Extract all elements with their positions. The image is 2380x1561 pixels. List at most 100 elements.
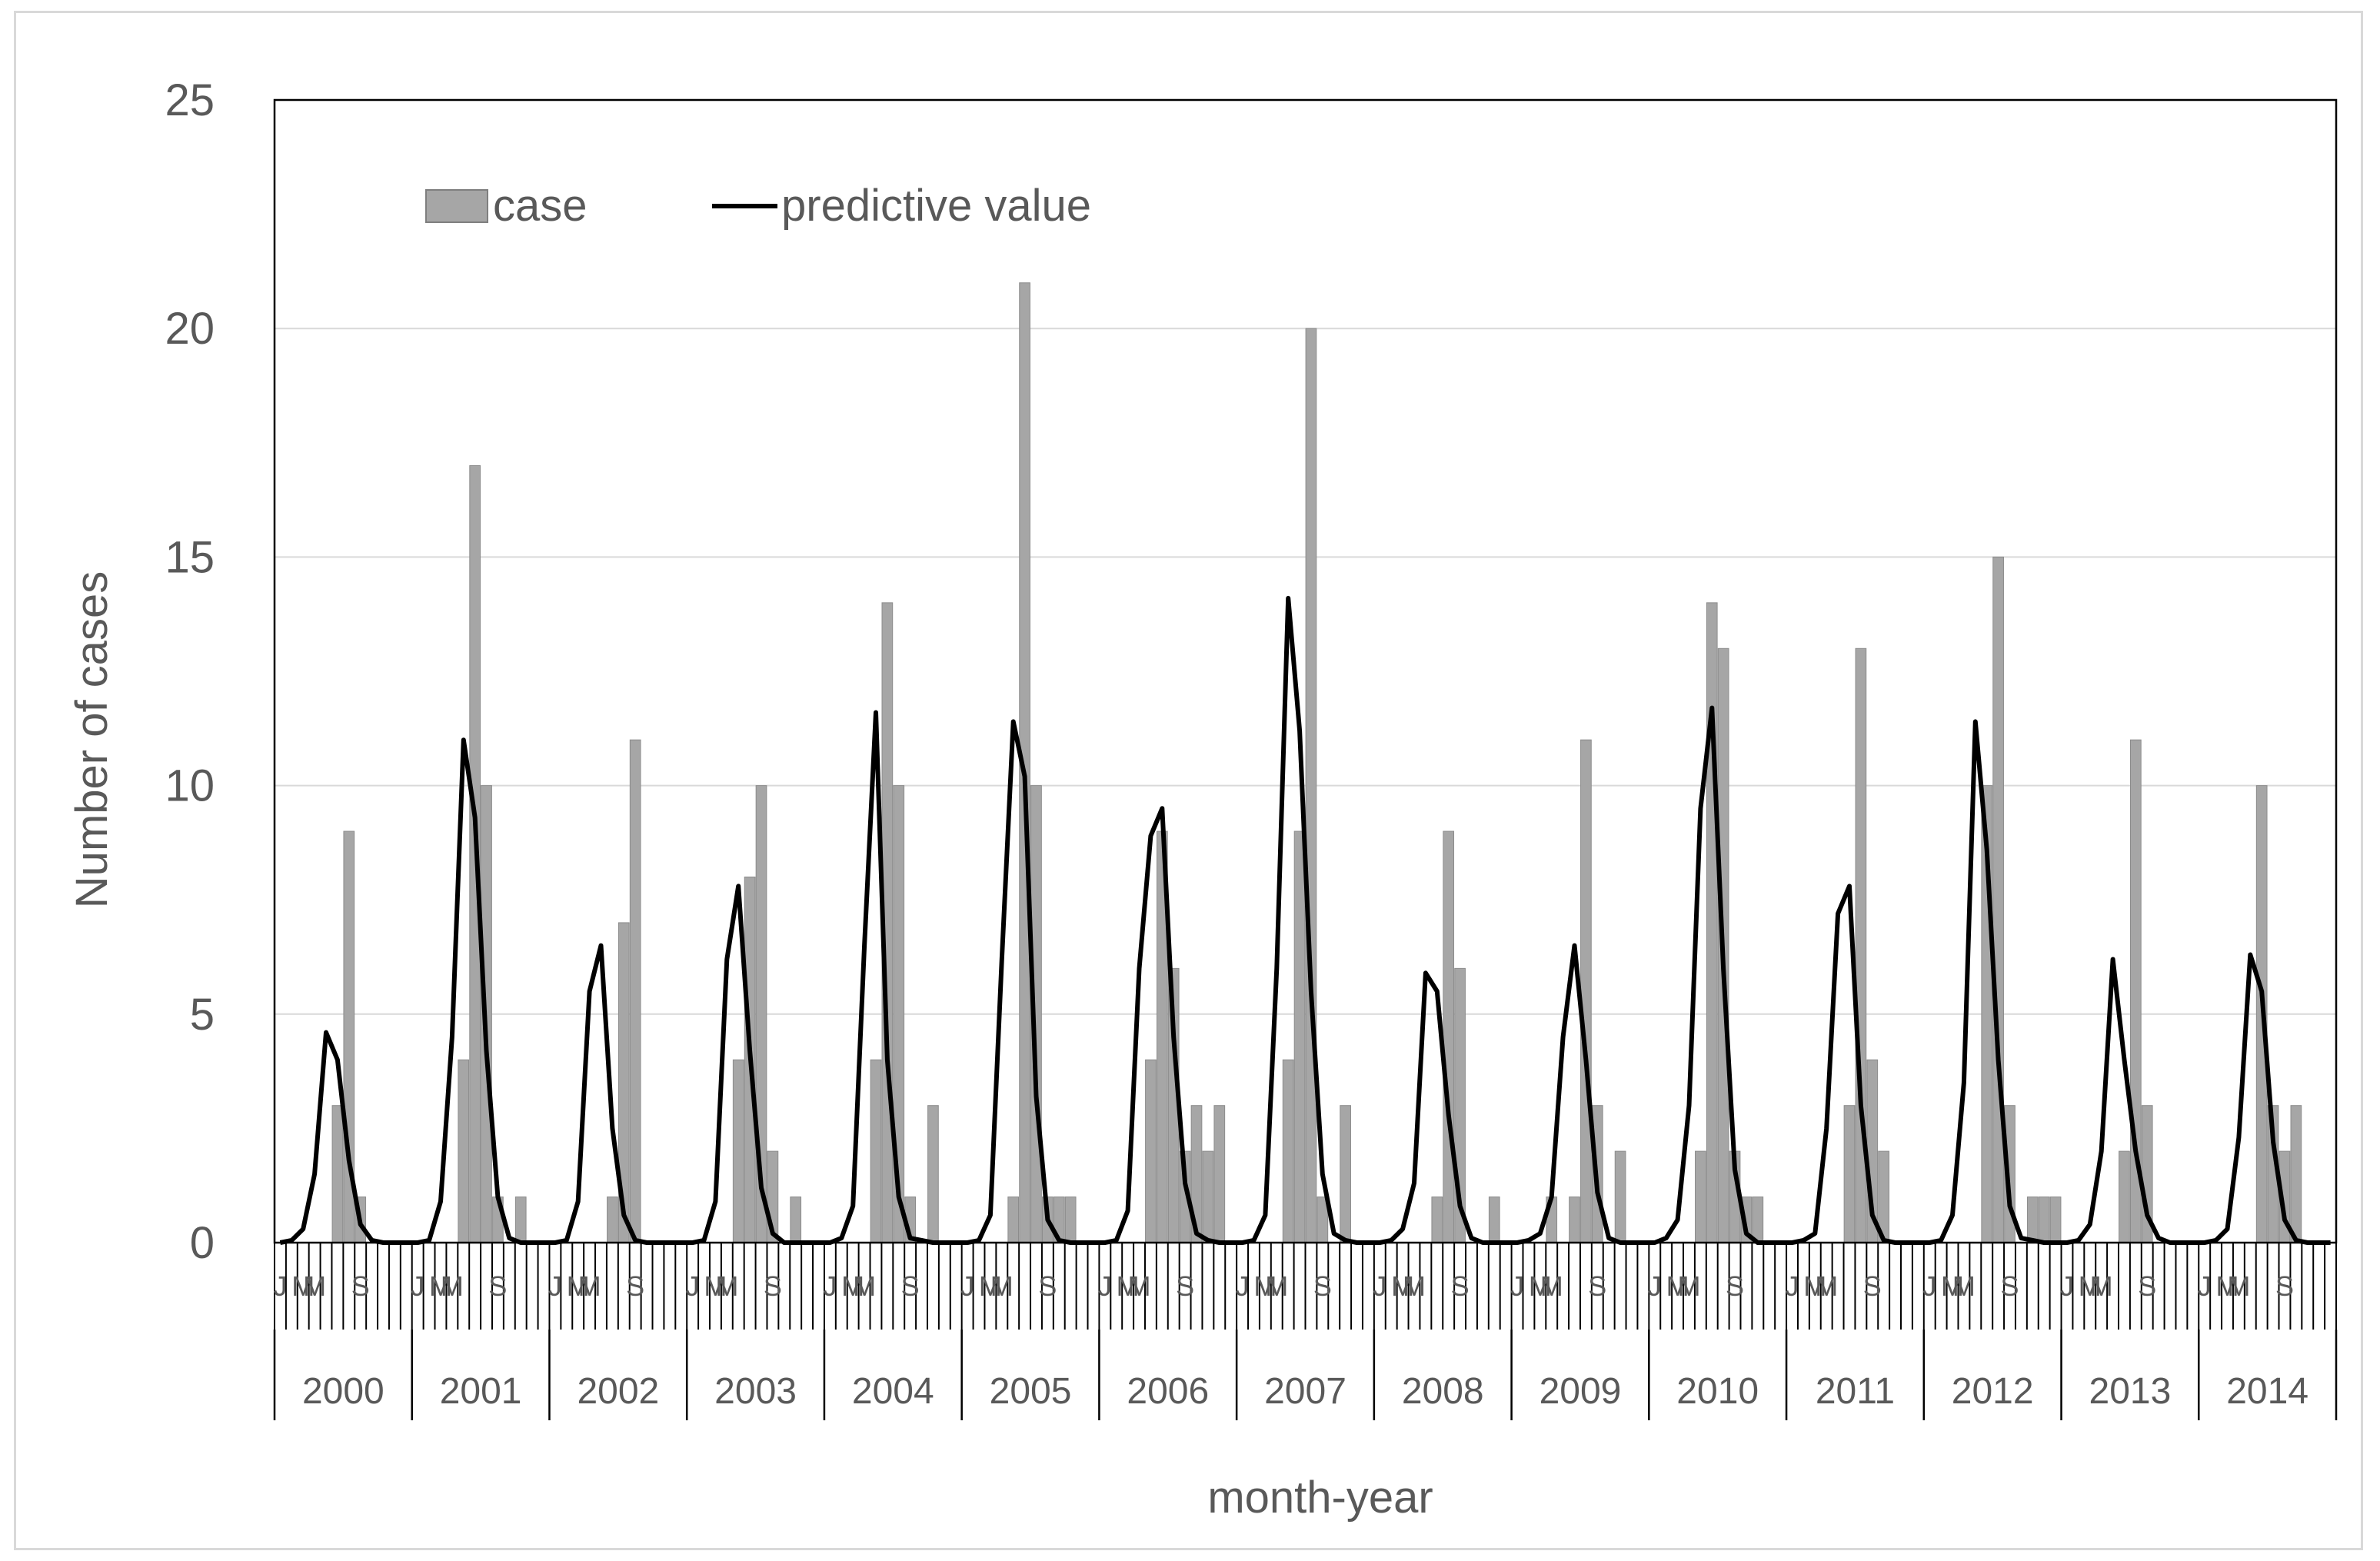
case-bar	[732, 1059, 744, 1243]
month-label: M	[1391, 1270, 1414, 1302]
y-tick-label: 10	[165, 761, 215, 811]
month-label: M	[1803, 1270, 1826, 1302]
case-bar	[458, 1059, 470, 1243]
month-label: M	[429, 1270, 452, 1302]
month-label: S	[488, 1270, 507, 1302]
month-label: M	[979, 1270, 1002, 1302]
predictive-value-line	[279, 595, 2331, 1245]
month-label: M	[2090, 1270, 2113, 1302]
axes	[273, 98, 2338, 1420]
month-label: S	[1313, 1270, 1332, 1302]
case-bar	[514, 1197, 527, 1243]
year-label: 2010	[1676, 1371, 1759, 1412]
case-bar	[2026, 1197, 2039, 1243]
month-label: M	[2216, 1270, 2239, 1302]
month-label: M	[303, 1270, 326, 1302]
month-label: J	[1510, 1270, 1524, 1302]
case-bar	[331, 1105, 344, 1243]
month-label: M	[1952, 1270, 1976, 1302]
year-label: 2013	[2089, 1371, 2172, 1412]
case-bar	[2049, 1197, 2062, 1243]
month-label: M	[1128, 1270, 1151, 1302]
month-label: J	[1648, 1270, 1662, 1302]
year-label: 2006	[1127, 1371, 1209, 1412]
case-bar	[1145, 1059, 1157, 1243]
month-label: J	[548, 1270, 562, 1302]
month-label: S	[1038, 1270, 1057, 1302]
month-label: J	[960, 1270, 974, 1302]
month-label: M	[1403, 1270, 1426, 1302]
year-label: 2008	[1402, 1371, 1484, 1412]
case-bar	[1431, 1197, 1443, 1243]
year-label: 2004	[852, 1371, 934, 1412]
year-label: 2001	[440, 1371, 522, 1412]
month-label: J	[823, 1270, 837, 1302]
case-bar	[1695, 1150, 1706, 1243]
month-label: M	[2079, 1270, 2102, 1302]
month-label: M	[291, 1270, 315, 1302]
case-bar	[1569, 1197, 1580, 1243]
month-label: J	[1922, 1270, 1936, 1302]
month-label: M	[1117, 1270, 1140, 1302]
month-label: J	[273, 1270, 287, 1302]
case-bar	[1706, 602, 1718, 1243]
month-label: S	[1176, 1270, 1194, 1302]
month-label: M	[567, 1270, 590, 1302]
case-bar	[1293, 830, 1306, 1243]
month-label: J	[2198, 1270, 2212, 1302]
x-axis-label: month-year	[1207, 1473, 1433, 1523]
y-tick-label: 0	[190, 1218, 215, 1268]
month-label: J	[1786, 1270, 1799, 1302]
month-label: S	[2138, 1270, 2156, 1302]
month-label: M	[1265, 1270, 1288, 1302]
month-label: M	[578, 1270, 601, 1302]
y-tick-label: 5	[190, 990, 215, 1040]
month-label: M	[1941, 1270, 1964, 1302]
month-label: S	[1451, 1270, 1470, 1302]
month-label: M	[853, 1270, 876, 1302]
y-tick-label: 20	[165, 304, 215, 354]
case-bar	[1488, 1197, 1500, 1243]
month-label: M	[1253, 1270, 1277, 1302]
year-label: 2007	[1264, 1371, 1346, 1412]
month-label: M	[1677, 1270, 1700, 1302]
month-label: M	[1815, 1270, 1838, 1302]
month-label: S	[764, 1270, 782, 1302]
month-label: M	[841, 1270, 864, 1302]
case-bar	[2290, 1105, 2302, 1243]
case-bar	[1580, 739, 1592, 1243]
month-label: S	[2001, 1270, 2019, 1302]
case-bar	[607, 1197, 618, 1243]
month-label: J	[1098, 1270, 1112, 1302]
case-bar	[1843, 1105, 1856, 1243]
year-label: 2009	[1540, 1371, 1622, 1412]
case-bar	[1752, 1197, 1764, 1243]
case-bar	[1202, 1150, 1214, 1243]
y-axis-label: Number of cases	[67, 571, 117, 908]
month-label: J	[1373, 1270, 1386, 1302]
month-label: S	[1588, 1270, 1606, 1302]
year-label: 2000	[302, 1371, 384, 1412]
year-label: 2002	[577, 1371, 659, 1412]
month-label: M	[1666, 1270, 1689, 1302]
legend-case-label: case	[493, 181, 588, 231]
month-label: S	[1863, 1270, 1882, 1302]
month-label: J	[411, 1270, 424, 1302]
year-label: 2014	[2226, 1371, 2308, 1412]
case-bar	[1305, 328, 1317, 1243]
month-label: M	[441, 1270, 464, 1302]
case-bar	[870, 1059, 882, 1243]
case-bar	[790, 1197, 802, 1243]
case-bar	[1213, 1105, 1226, 1243]
month-label: J	[1236, 1270, 1250, 1302]
month-label: S	[1726, 1270, 1744, 1302]
case-bar	[1282, 1059, 1294, 1243]
y-tick-label: 25	[165, 75, 215, 125]
case-bar	[1064, 1197, 1077, 1243]
year-label: 2003	[714, 1371, 797, 1412]
year-label: 2005	[990, 1371, 1072, 1412]
y-tick-labels: 0 5 10 15 20 25	[165, 75, 215, 1268]
month-label: M	[990, 1270, 1014, 1302]
